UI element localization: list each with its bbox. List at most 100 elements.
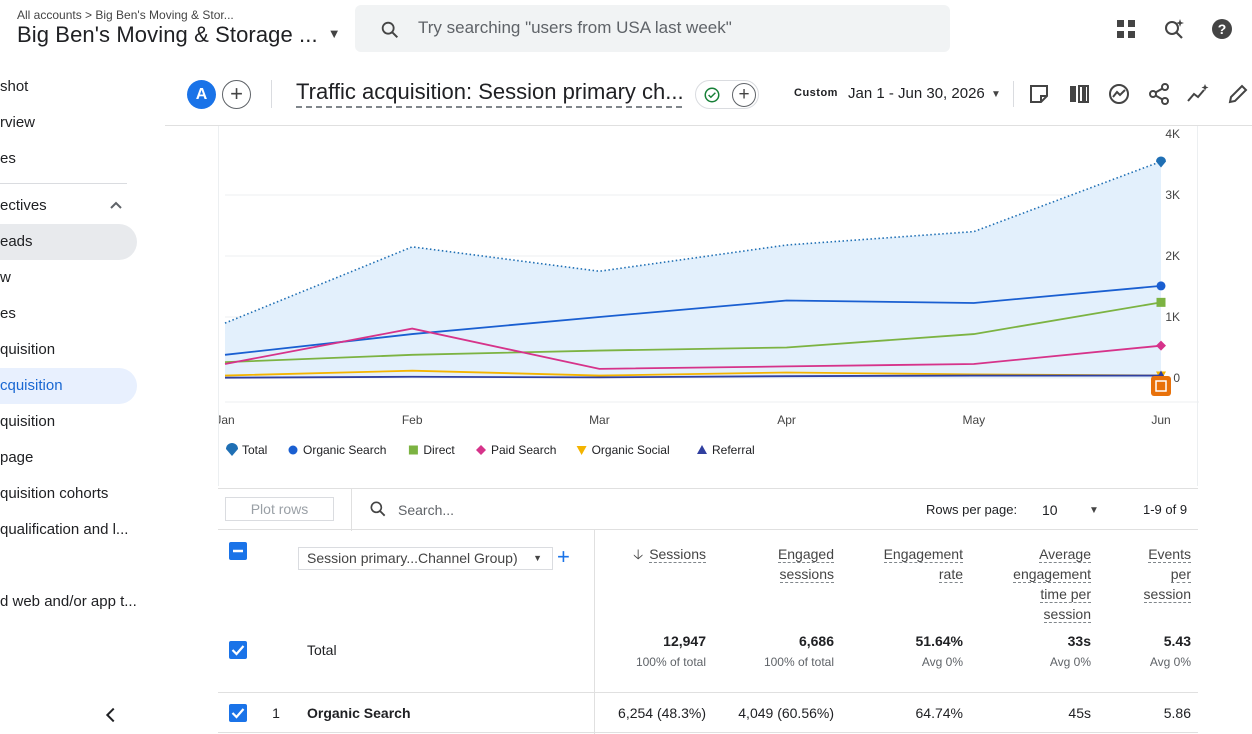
report-content: 4K 3K 2K 1K 0 Jan Feb Mar Apr May Jun Total Organic … — [165, 126, 1252, 734]
row-avg-engagement-time: 45s — [1068, 705, 1091, 721]
column-header-events-per-session[interactable]: Events per session — [1111, 544, 1191, 604]
column-header-avg-engagement-time[interactable]: Average engagement time per session — [986, 544, 1091, 624]
legend-organic-search-marker — [288, 445, 298, 455]
pagination-text: 1-9 of 9 — [1143, 502, 1188, 517]
column-header-engaged-sessions[interactable]: Engaged sessions — [733, 544, 834, 584]
chevron-down-icon[interactable]: ▼ — [991, 89, 1001, 100]
compare-columns-icon[interactable] — [1067, 82, 1091, 106]
legend-total-marker — [226, 443, 238, 456]
chevron-up-icon — [110, 201, 122, 209]
series-marker-total — [1156, 156, 1166, 168]
sidebar-item-pages[interactable]: es — [0, 150, 16, 167]
check-circle-icon[interactable] — [703, 86, 721, 104]
legend-referral-marker — [697, 445, 707, 454]
series-line-total — [224, 160, 1162, 324]
column-header-label: Engagement — [883, 546, 963, 563]
column-header-label: engagement — [1013, 566, 1091, 583]
column-header-label: session — [1143, 586, 1191, 603]
search-icon — [381, 21, 399, 39]
page-title[interactable]: Traffic acquisition: Session primary ch.… — [296, 79, 682, 108]
x-tick-label: Feb — [402, 413, 423, 427]
comparison-avatar[interactable]: A — [187, 80, 216, 109]
row-dimension-value[interactable]: Organic Search — [307, 705, 411, 721]
legend-direct-label: Direct — [423, 443, 455, 457]
chevron-down-icon[interactable]: ▼ — [1089, 505, 1099, 516]
column-header-label: per — [1170, 566, 1191, 583]
sidebar-item-overview-2[interactable]: w — [0, 269, 11, 286]
add-filter-button[interactable]: + — [732, 83, 756, 107]
y-tick-label: 0 — [1173, 371, 1180, 385]
series-marker-paid-search — [1156, 340, 1166, 351]
chevron-down-icon: ▼ — [533, 553, 542, 563]
total-engaged-sessions: 6,686 — [798, 633, 834, 649]
series-line-referral — [224, 374, 1161, 379]
select-all-checkbox[interactable] — [229, 542, 247, 560]
sidebar-item-snapshot[interactable]: shot — [0, 78, 29, 95]
table-search-input[interactable]: Search... — [398, 502, 455, 518]
help-icon[interactable]: ? — [1210, 17, 1234, 41]
sidebar-item-leads[interactable]: eads — [0, 224, 137, 260]
divider — [1013, 81, 1014, 107]
sidebar-item-user-acquisition[interactable]: quisition — [0, 341, 56, 358]
search-icon — [370, 501, 386, 517]
column-header-label: Sessions — [649, 546, 706, 563]
sidebar-item-qualification[interactable]: qualification and l... — [0, 521, 129, 538]
table-toolbar: Plot rows Search... Rows per page: 10 ▼ … — [218, 488, 1198, 531]
total-engagement-rate: 51.64% — [915, 633, 963, 649]
sidebar-item-pages-2[interactable]: es — [0, 305, 16, 322]
insights-sparkle-icon[interactable] — [1162, 17, 1186, 41]
data-table: Plot rows Search... Rows per page: 10 ▼ … — [218, 488, 1198, 734]
apps-grid-icon[interactable] — [1114, 17, 1138, 41]
add-dimension-button[interactable]: + — [557, 544, 570, 569]
sidebar-item-overview[interactable]: rview — [0, 114, 36, 131]
total-events-sub: Avg 0% — [1149, 655, 1191, 669]
sidebar-item-acquisition[interactable]: quisition — [0, 413, 56, 430]
dimension-selector[interactable]: Session primary...Channel Group) ▼ — [298, 547, 553, 570]
y-tick-label: 3K — [1165, 188, 1180, 202]
row-checkbox[interactable] — [229, 704, 247, 722]
y-tick-label: 1K — [1165, 310, 1180, 324]
total-sessions: 12,947 — [663, 633, 706, 649]
rows-per-page-select[interactable]: 10 — [1042, 502, 1058, 518]
x-tick-label: May — [962, 413, 985, 427]
table-header: Session primary...Channel Group) ▼ + 🡣 Se… — [218, 530, 1198, 734]
x-tick-label: Jan — [219, 413, 235, 427]
breadcrumb[interactable]: All accounts > Big Ben's Moving & Stor..… — [17, 8, 234, 22]
edit-pencil-icon[interactable] — [1226, 82, 1250, 106]
table-row[interactable]: 1 Organic Search 6,254 (48.3%) 4,049 (60… — [218, 693, 1198, 733]
series-marker-organic-search — [1156, 281, 1166, 291]
column-header-sessions[interactable]: 🡣 Sessions — [616, 544, 706, 564]
account-selector[interactable]: Big Ben's Moving & Storage ... ▼ — [17, 22, 341, 48]
total-row-checkbox[interactable] — [229, 641, 247, 659]
add-comparison-button[interactable]: + — [222, 80, 251, 109]
sidebar-item-acquisition-cohorts[interactable]: quisition cohorts — [0, 485, 109, 502]
share-icon[interactable] — [1147, 82, 1171, 106]
sidebar-item-traffic-acquisition[interactable]: cquisition — [0, 368, 137, 404]
collapse-sidebar-icon[interactable] — [100, 704, 122, 726]
sidebar-item-web-app[interactable]: d web and/or app t... — [0, 593, 137, 610]
sort-down-arrow-icon: 🡣 — [633, 546, 644, 562]
total-engaged-sub: 100% of total — [763, 655, 834, 669]
search-bar[interactable]: Try searching "users from USA last week" — [355, 5, 950, 52]
column-header-label: time per — [1040, 586, 1091, 603]
y-tick-label: 4K — [1165, 127, 1180, 141]
total-avg-engagement-time: 33s — [1067, 633, 1091, 649]
sidebar-section-objectives[interactable]: ectives — [0, 188, 137, 224]
notes-icon[interactable] — [1027, 82, 1051, 106]
line-chart: 4K 3K 2K 1K 0 Jan Feb Mar Apr May Jun Total Organic … — [218, 126, 1199, 486]
plot-rows-button[interactable]: Plot rows — [225, 497, 334, 521]
report-header: A + Traffic acquisition: Session primary… — [165, 60, 1252, 126]
rows-per-page-label: Rows per page: — [926, 502, 1018, 517]
series-line-organic-search — [224, 284, 1162, 356]
total-row-label: Total — [307, 642, 337, 658]
column-header-engagement-rate[interactable]: Engagement rate — [858, 544, 963, 584]
series-line-paid-search — [224, 327, 1162, 370]
series-line-direct — [224, 301, 1162, 364]
sidebar-item-landing-page[interactable]: page — [0, 449, 34, 466]
date-range-picker[interactable]: Jan 1 - Jun 30, 2026 — [848, 85, 985, 102]
legend-organic-social-label: Organic Social — [592, 443, 670, 457]
divider — [594, 693, 595, 733]
insights-icon[interactable] — [1107, 82, 1131, 106]
trend-sparkle-icon[interactable] — [1186, 82, 1210, 106]
legend-direct-marker — [408, 445, 418, 455]
